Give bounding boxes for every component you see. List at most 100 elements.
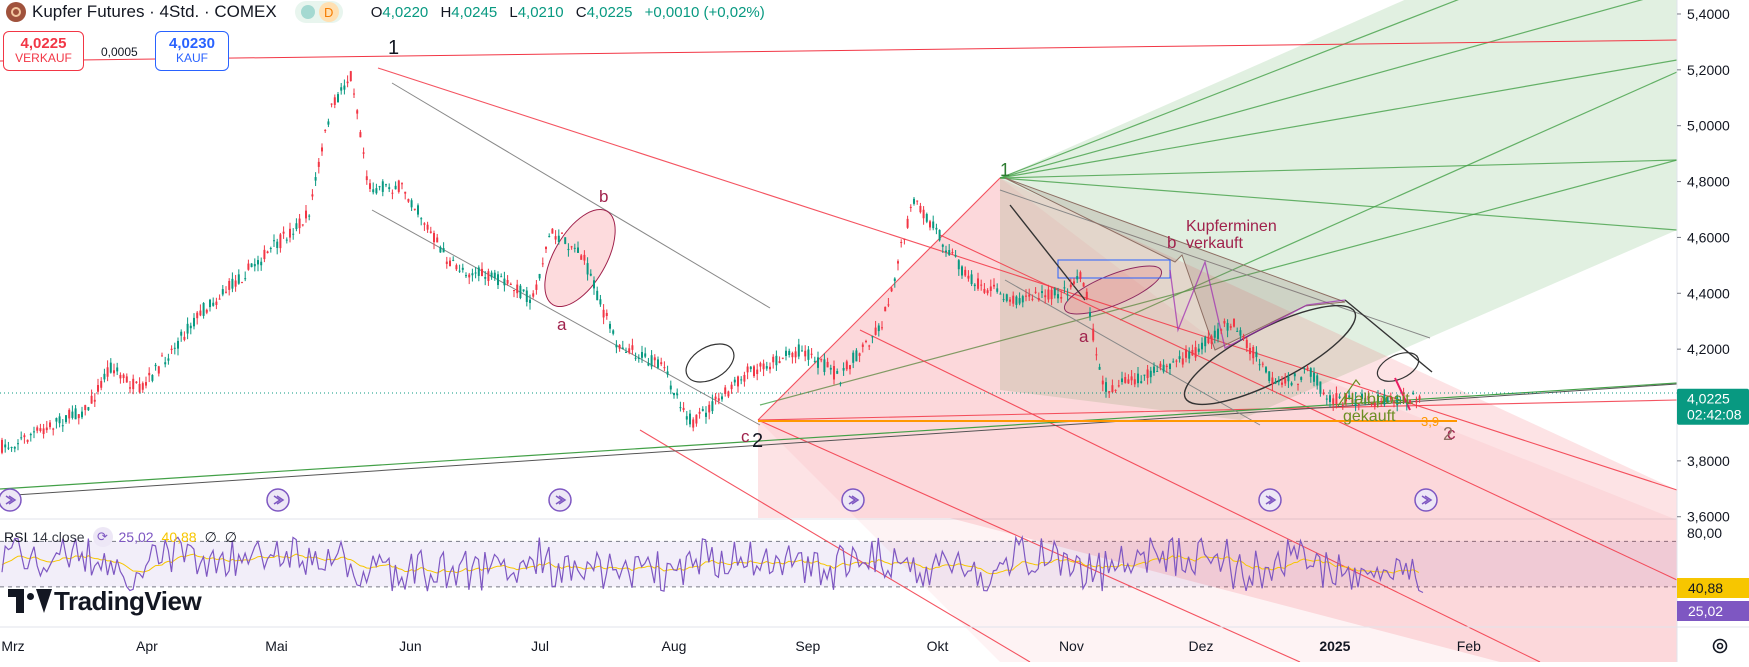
candle-body [218, 298, 221, 300]
event-chevrons [555, 495, 567, 505]
tradingview-logo[interactable]: TradingView [8, 586, 202, 616]
candle-body [1239, 330, 1242, 336]
candle-body [1156, 370, 1159, 372]
candle-body [1012, 295, 1015, 304]
candle-body [621, 347, 624, 350]
candle-body [663, 367, 666, 369]
candle-body [1261, 363, 1264, 365]
candle-body [327, 121, 330, 125]
candle-body [612, 330, 615, 334]
candle-body [804, 350, 807, 357]
candle-body [340, 87, 343, 91]
candle-body [250, 263, 253, 268]
candle-body [938, 230, 941, 241]
candle-body [1108, 391, 1111, 393]
symbol-title[interactable]: Kupfer Futures · 4Std. · COMEX [32, 2, 277, 21]
candle-body [417, 205, 419, 215]
candle-body [1277, 380, 1280, 383]
candle-body [605, 312, 608, 317]
candle-body [916, 200, 919, 202]
market-status-dot-icon [300, 5, 315, 19]
candle-body [596, 290, 599, 301]
grey-channel-right [999, 189, 1431, 339]
time-axis-label: Jul [531, 638, 549, 654]
candle-body [234, 280, 237, 287]
candle-body [1284, 378, 1287, 384]
candle-body [4, 444, 7, 448]
candle-body [577, 247, 579, 253]
candle-body [1117, 385, 1120, 387]
green-pitchfork-line [999, 0, 1459, 179]
candle-body [145, 382, 147, 386]
candle-body [849, 365, 851, 370]
candle-body [388, 187, 391, 190]
candle-body [641, 352, 643, 358]
candle-body [1329, 395, 1331, 403]
ohlc-high-value: 4,0245 [451, 3, 498, 21]
sell-button[interactable]: 4,0225 VERKAUF [3, 31, 84, 71]
candle-body [852, 352, 855, 363]
candle-body [1226, 322, 1229, 331]
buy-button[interactable]: 4,0230 KAUF [155, 31, 229, 71]
candle-body [772, 356, 775, 363]
candle-body [333, 97, 336, 105]
candle-body [135, 381, 138, 384]
candle-body [228, 280, 231, 290]
gear-icon[interactable] [1710, 636, 1730, 656]
candle-body [826, 361, 829, 368]
rsi-refresh-icon[interactable]: ⟳ [92, 527, 113, 547]
candle-body [1229, 326, 1232, 328]
sell-label: VERKAUF [15, 51, 72, 65]
candle-body [1220, 329, 1223, 331]
rsi-legend[interactable]: RSI 14 close ⟳ 25,02 40,88 ∅ ∅ [4, 527, 245, 547]
candle-body [381, 181, 384, 192]
candle-body [1028, 294, 1031, 297]
current-price-tag [1677, 388, 1749, 425]
purple-zigzag [1169, 259, 1346, 349]
event-marker-icon [841, 488, 865, 512]
candle-body [337, 94, 339, 103]
event-circle [841, 488, 865, 512]
candle-body [55, 418, 58, 422]
candle-body [1265, 367, 1267, 373]
candle-body [989, 286, 992, 291]
candle-body [759, 363, 762, 367]
candle-body [225, 291, 227, 293]
market-status-pill[interactable]: D [294, 1, 343, 23]
candle-body [282, 231, 285, 234]
candle-body [365, 176, 368, 181]
candle-body [97, 385, 99, 392]
candle-body [1037, 298, 1040, 301]
candle-body [762, 363, 765, 370]
candle-body [769, 366, 771, 370]
candle-body [497, 274, 499, 286]
candle-body [17, 443, 19, 445]
candle-body [695, 414, 698, 424]
candle-body [970, 274, 973, 285]
candle-body [714, 396, 717, 400]
candle-body [68, 409, 71, 419]
candle-body [1364, 397, 1367, 405]
candle-body [861, 344, 864, 347]
wave-label-1-black: 1 [388, 37, 399, 59]
candle-body [1137, 373, 1139, 384]
ohlc-change: +0,0010 (+0,02%) [644, 3, 765, 21]
candle-body [589, 273, 592, 276]
candle-body [1143, 374, 1146, 376]
candle-body [1341, 405, 1344, 407]
candle-body [1191, 350, 1194, 356]
interval-badge[interactable]: D [318, 2, 339, 22]
candle-body [1146, 369, 1149, 378]
candle-body [321, 147, 323, 152]
candle-body [1313, 372, 1315, 382]
candle-body [871, 336, 874, 338]
candle-body [724, 387, 727, 394]
ohlc-readout: O4,0220 H4,0245 L4,0210 C4,0225 +0,0010 … [371, 4, 773, 21]
candle-body [666, 371, 669, 375]
candle-body [58, 416, 61, 424]
candle-body [442, 248, 445, 253]
candle-body [1236, 330, 1239, 332]
ohlc-close-label: C [575, 3, 587, 21]
